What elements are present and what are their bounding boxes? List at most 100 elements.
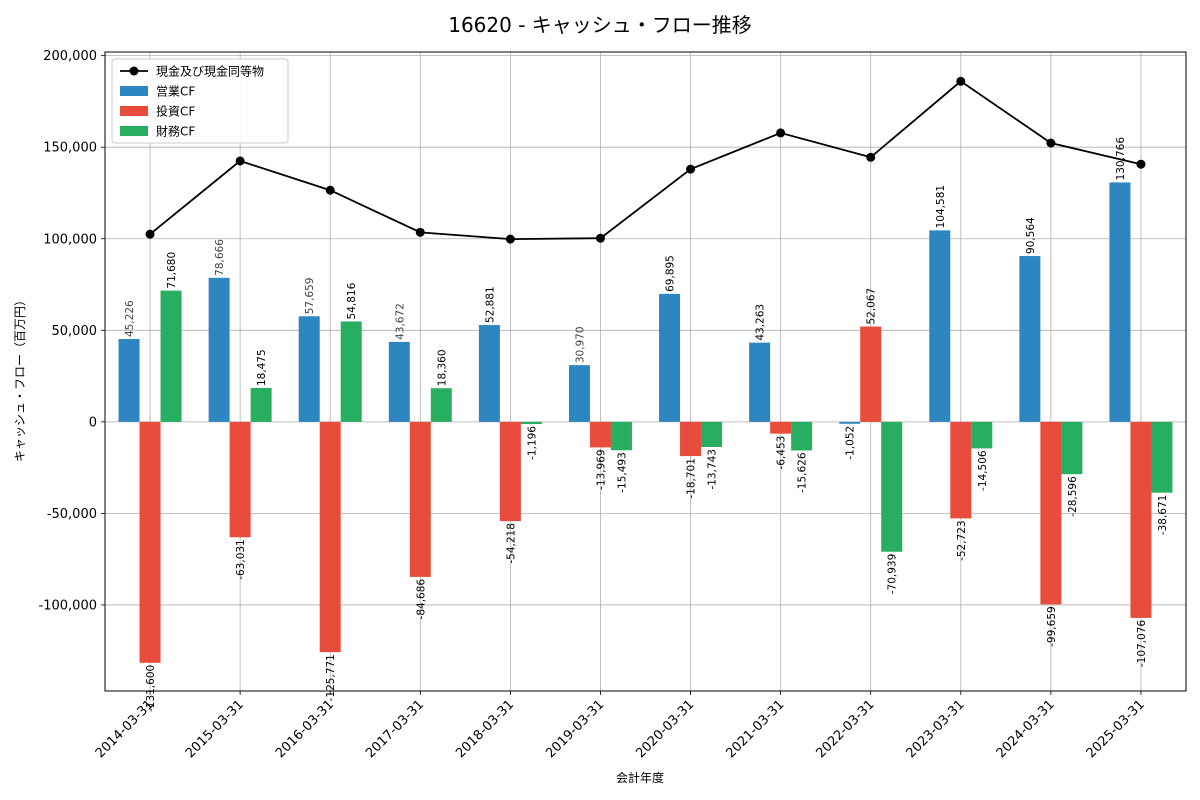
bar-営業CF	[1109, 182, 1131, 422]
data-label: 69,895	[665, 255, 677, 292]
bar-投資CF	[680, 421, 702, 457]
x-tick-label: 2023-03-31	[904, 697, 968, 761]
bar-投資CF	[1130, 421, 1152, 618]
line-point	[956, 76, 966, 86]
y-tick-label: 0	[89, 415, 97, 430]
bar-財務CF	[791, 421, 813, 451]
legend-label: 財務CF	[156, 124, 195, 139]
data-label: 52,881	[484, 286, 496, 323]
bar-投資CF	[499, 421, 521, 522]
legend-label: 現金及び現金同等物	[156, 64, 264, 79]
line-point	[866, 152, 876, 162]
bar-財務CF	[610, 421, 632, 451]
bar-投資CF	[139, 421, 161, 663]
data-label: -131,600	[145, 665, 157, 712]
legend-marker	[129, 66, 139, 76]
line-point	[1136, 159, 1146, 169]
data-label: -70,939	[887, 554, 899, 595]
x-tick-label: 2018-03-31	[453, 697, 517, 761]
y-tick-label: -100,000	[39, 598, 97, 613]
plot-frame	[104, 51, 1187, 692]
data-label: -13,969	[595, 449, 607, 490]
x-tick-label: 2025-03-31	[1084, 697, 1148, 761]
bar-財務CF	[250, 388, 272, 422]
legend-box	[111, 58, 289, 144]
grid-layer	[105, 52, 1186, 691]
data-label: 57,659	[304, 278, 316, 315]
line-layer	[145, 76, 1146, 244]
bar-投資CF	[589, 421, 611, 448]
data-label: -52,723	[956, 520, 968, 561]
data-label: 18,360	[436, 349, 448, 386]
data-label: -1,196	[526, 426, 538, 460]
data-label: -13,743	[707, 449, 719, 490]
data-labels-layer: 45,226 78,666 57,659 43,672 52,881 30,970 69,8…	[124, 137, 1169, 712]
data-label: -28,596	[1067, 476, 1079, 517]
bar-営業CF	[298, 316, 320, 422]
bar-営業CF	[659, 293, 681, 422]
bar-財務CF	[1061, 421, 1083, 475]
x-tick-label: 2015-03-31	[183, 697, 247, 761]
line-point	[776, 128, 786, 138]
line-point	[1046, 138, 1056, 148]
data-label: -54,218	[505, 523, 517, 564]
data-label: 43,672	[394, 303, 406, 340]
data-label: -84,686	[415, 579, 427, 620]
data-label: -38,671	[1157, 495, 1169, 536]
x-tick-label: 2022-03-31	[813, 697, 877, 761]
data-label: -125,771	[325, 654, 337, 701]
data-label: -6,453	[776, 436, 788, 470]
bar-投資CF	[319, 421, 341, 653]
legend-label: 投資CF	[156, 104, 195, 119]
bar-財務CF	[1151, 421, 1173, 493]
bar-営業CF	[208, 277, 230, 422]
data-label: -107,076	[1136, 620, 1148, 668]
data-label: -1,052	[845, 426, 857, 460]
bar-営業CF	[478, 325, 500, 422]
data-label: -15,493	[616, 452, 628, 493]
bar-営業CF	[1019, 256, 1041, 422]
bar-財務CF	[971, 421, 993, 449]
data-label: -99,659	[1046, 606, 1058, 647]
bar-営業CF	[929, 230, 951, 422]
x-tick-label: 2020-03-31	[633, 697, 697, 761]
bar-財務CF	[340, 321, 362, 422]
bar-財務CF	[160, 290, 182, 422]
data-label: -14,506	[977, 450, 989, 491]
legend-swatch	[120, 106, 148, 116]
legend-swatch	[120, 126, 148, 136]
y-tick-label: 200,000	[43, 49, 97, 64]
bar-営業CF	[839, 421, 861, 424]
data-label: 54,816	[346, 282, 358, 319]
y-tick-label: 50,000	[52, 324, 98, 339]
line-point	[686, 164, 696, 174]
chart-title: 16620 - キャッシュ・フロー推移	[448, 13, 752, 37]
bar-投資CF	[770, 421, 792, 434]
bar-投資CF	[229, 421, 251, 538]
bar-営業CF	[568, 365, 590, 422]
bar-営業CF	[388, 341, 410, 422]
data-label: 104,581	[935, 185, 947, 228]
bar-営業CF	[749, 342, 771, 422]
data-label: -18,701	[686, 458, 698, 499]
bar-投資CF	[950, 421, 972, 519]
data-label: 45,226	[124, 300, 136, 337]
data-label: 18,475	[256, 349, 268, 386]
data-label: 78,666	[214, 239, 226, 276]
bars-layer	[118, 182, 1173, 663]
data-label: 90,564	[1025, 217, 1037, 254]
x-tick-label: 2014-03-31	[93, 697, 157, 761]
bar-投資CF	[1040, 421, 1062, 605]
x-tick-label: 2019-03-31	[543, 697, 607, 761]
y-tick-label: 100,000	[43, 232, 97, 247]
line-point	[595, 233, 605, 243]
y-axis-label: キャッシュ・フロー（百万円）	[13, 294, 27, 462]
bar-財務CF	[701, 421, 723, 448]
x-axis-label: 会計年度	[616, 770, 664, 785]
data-label: -15,626	[797, 452, 809, 493]
x-tick-label: 2016-03-31	[273, 697, 337, 761]
y-tick-label: 150,000	[43, 141, 97, 156]
legend-label: 営業CF	[156, 85, 195, 99]
bar-財務CF	[430, 388, 452, 422]
